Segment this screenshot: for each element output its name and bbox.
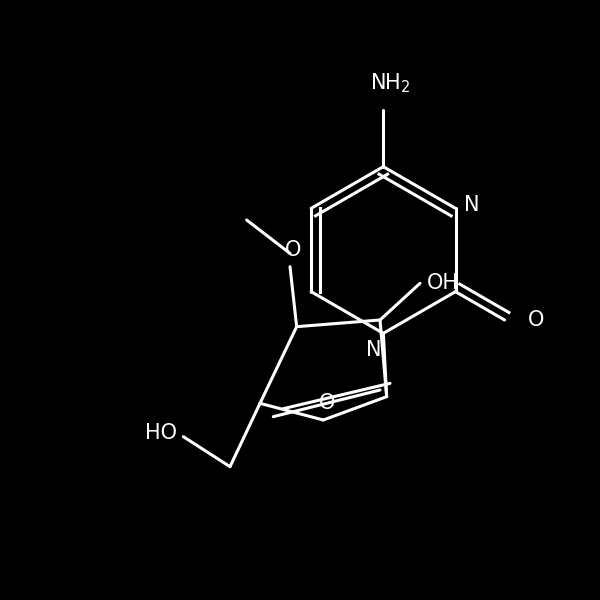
Text: N: N bbox=[365, 340, 381, 360]
Text: N: N bbox=[464, 195, 480, 215]
Text: NH$_2$: NH$_2$ bbox=[370, 71, 410, 95]
Text: O: O bbox=[528, 310, 544, 330]
Text: O: O bbox=[285, 240, 302, 260]
Text: O: O bbox=[319, 394, 335, 413]
Text: OH: OH bbox=[427, 274, 458, 293]
Text: HO: HO bbox=[145, 424, 176, 443]
